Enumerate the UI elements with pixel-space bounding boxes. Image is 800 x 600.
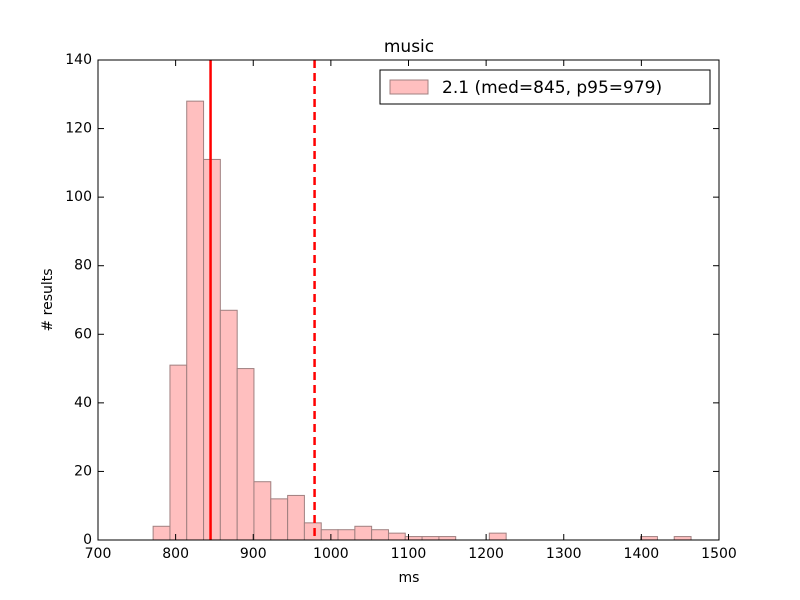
histogram-bar (253, 481, 272, 541)
y-axis-label: # results (40, 268, 56, 331)
histogram-bar (421, 536, 440, 541)
histogram-bar (673, 536, 692, 541)
y-tick-label: 0 (83, 532, 92, 548)
histogram-bar (303, 522, 322, 541)
histogram-bar (236, 368, 255, 541)
histogram-bar (337, 529, 356, 541)
x-tick-label: 1300 (546, 546, 582, 562)
chart-title: music (384, 37, 434, 57)
histogram-bar (438, 536, 457, 541)
legend-label: 2.1 (med=845, p95=979) (442, 78, 662, 98)
y-tick-label: 100 (65, 189, 92, 205)
histogram-bar (387, 532, 406, 541)
x-tick-label: 700 (85, 546, 112, 562)
histogram-bar (287, 494, 305, 541)
x-axis-label: ms (399, 570, 420, 586)
histogram-bar (371, 529, 389, 541)
histogram-bar (152, 525, 171, 541)
histogram-bar (186, 100, 205, 541)
y-tick-label: 20 (74, 463, 92, 479)
x-tick-label: 900 (240, 546, 267, 562)
histogram-bar (203, 158, 221, 541)
legend-swatch (389, 79, 429, 95)
y-tick-label: 40 (74, 395, 92, 411)
x-tick-label: 1200 (468, 546, 504, 562)
legend-box (379, 69, 711, 105)
x-tick-label: 1400 (624, 546, 660, 562)
histogram-bar (404, 536, 423, 541)
y-tick-label: 60 (74, 326, 92, 342)
x-tick-label: 1100 (391, 546, 427, 562)
histogram-bar (270, 498, 289, 541)
x-tick-label: 800 (162, 546, 189, 562)
histogram-bar (354, 525, 373, 541)
x-tick-label: 1500 (701, 546, 737, 562)
histogram-bar (219, 309, 238, 541)
histogram-bar (488, 532, 507, 541)
histogram-bar (640, 536, 658, 541)
y-tick-label: 140 (65, 52, 92, 68)
y-tick-label: 120 (65, 121, 92, 137)
y-tick-label: 80 (74, 258, 92, 274)
x-tick-label: 1000 (313, 546, 349, 562)
histogram-bar (169, 364, 188, 541)
histogram-bar (320, 529, 339, 541)
